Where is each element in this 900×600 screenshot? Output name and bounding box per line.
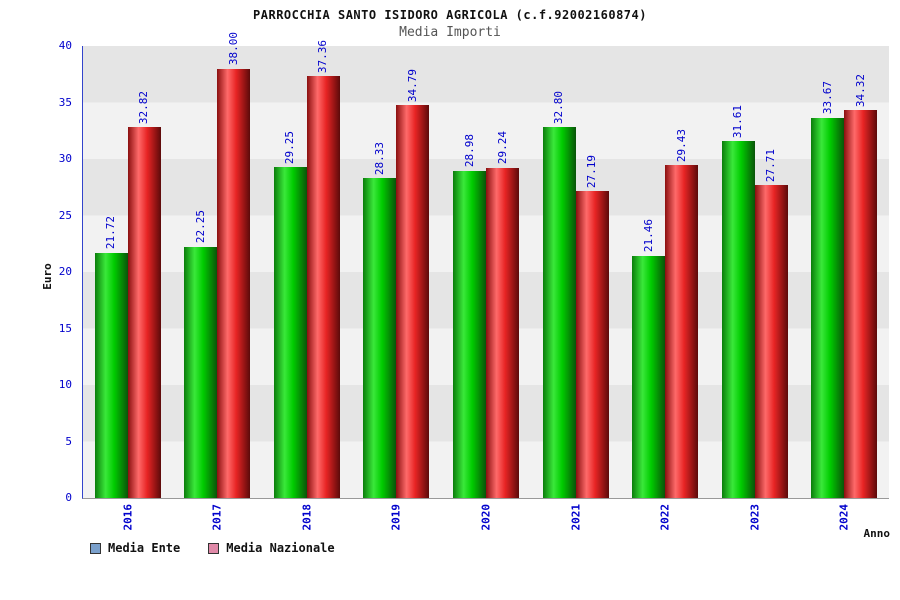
y-tick-label: 15 [58, 321, 72, 335]
bar-ente-2018: 29.25 [273, 131, 307, 498]
bar-value-label: 33.67 [820, 81, 834, 115]
bar-value-label: 37.36 [316, 39, 330, 73]
bar-group-2023: 31.61 27.71 2023 [710, 46, 800, 531]
y-tick-label: 30 [58, 152, 72, 165]
y-tick-label: 35 [58, 95, 72, 109]
legend-item: Media Nazionale [208, 541, 335, 555]
chart-subtitle: Media Importi [399, 25, 501, 40]
x-tick-2021: 2021 [569, 504, 583, 531]
bar-group-2021: 32.80 27.19 2021 [531, 46, 621, 531]
bar-group-2019: 28.33 34.79 2019 [352, 46, 442, 531]
bar-nazionale-2016: 32.82 [127, 91, 161, 498]
bar-group-2016: 21.72 32.82 2016 [83, 46, 173, 531]
bar-value-label: 29.25 [283, 131, 297, 165]
legend-swatch [90, 542, 101, 554]
bar-fill [575, 190, 609, 498]
bar-fill [273, 167, 307, 498]
bar-fill [94, 252, 128, 498]
bar-value-label: 31.61 [731, 104, 745, 138]
bar-value-label: 28.98 [462, 134, 476, 168]
x-tick-2024: 2024 [837, 504, 851, 531]
y-axis: 0 5 10 15 20 25 30 35 40 [40, 40, 78, 503]
bar-value-label: 27.19 [585, 154, 599, 188]
x-tick-2019: 2019 [389, 504, 403, 531]
legend-label: Media Nazionale [226, 541, 335, 555]
bar-fill [844, 110, 878, 498]
bar-fill [542, 127, 576, 498]
bar-group-2017: 22.25 38.00 2017 [173, 32, 263, 531]
bar-value-label: 32.80 [552, 91, 566, 125]
bar-group-2020: 28.98 29.24 2020 [441, 46, 531, 531]
x-tick-2016: 2016 [121, 504, 135, 531]
bar-ente-2022: 21.46 [632, 219, 666, 498]
x-tick-2022: 2022 [658, 504, 672, 531]
bar-nazionale-2017: 38.00 [217, 32, 251, 498]
bar-ente-2023: 31.61 [721, 105, 755, 498]
x-tick-2020: 2020 [479, 504, 493, 531]
x-axis-title: Anno [863, 527, 891, 540]
bar-fill [217, 68, 251, 498]
bar-group-2024: 33.67 34.32 2024 [800, 46, 890, 531]
x-tick-2023: 2023 [748, 504, 762, 531]
bar-nazionale-2019: 34.79 [396, 69, 430, 498]
legend: Media Ente Media Nazionale [90, 541, 335, 555]
bar-nazionale-2021: 27.19 [575, 155, 609, 498]
y-tick-label: 5 [65, 434, 72, 448]
bar-fill [306, 75, 340, 498]
plot-area: 21.72 32.82 2016 22.25 38.00 2017 29.25 37.36 20… [82, 32, 890, 531]
bar-ente-2019: 28.33 [363, 142, 397, 498]
bar-ente-2024: 33.67 [811, 81, 845, 498]
bar-value-label: 21.46 [641, 219, 655, 253]
bar-value-label: 28.33 [372, 141, 386, 175]
bar-nazionale-2024: 34.32 [844, 74, 878, 498]
legend-swatch [208, 542, 220, 554]
bar-value-label: 32.82 [137, 91, 151, 125]
bar-value-label: 27.71 [764, 148, 778, 182]
bar-value-label: 21.72 [104, 216, 118, 250]
bar-fill [453, 170, 487, 498]
bar-fill [811, 117, 845, 498]
bar-fill [184, 246, 218, 498]
y-tick-label: 20 [58, 265, 72, 278]
bar-fill [632, 255, 666, 498]
bar-fill [127, 127, 161, 498]
y-tick-label: 40 [58, 39, 72, 52]
bar-fill [721, 140, 755, 498]
y-tick-label: 0 [65, 491, 72, 504]
bar-nazionale-2023: 27.71 [754, 149, 788, 498]
bar-ente-2021: 32.80 [542, 91, 576, 498]
y-tick-label: 25 [58, 208, 72, 222]
bar-value-label: 29.24 [495, 131, 509, 165]
bar-ente-2016: 21.72 [94, 216, 128, 498]
bar-value-label: 22.25 [193, 210, 207, 244]
bar-fill [486, 167, 520, 498]
bar-value-label: 34.32 [853, 74, 867, 108]
chart-title: PARROCCHIA SANTO ISIDORO AGRICOLA (c.f.9… [253, 8, 647, 22]
bar-fill [754, 184, 788, 498]
x-tick-2018: 2018 [300, 504, 314, 531]
bar-fill [396, 104, 430, 498]
x-tick-2017: 2017 [210, 504, 224, 531]
bar-group-2022: 21.46 29.43 2022 [620, 46, 710, 531]
bar-ente-2017: 22.25 [184, 210, 218, 498]
legend-item: Media Ente [90, 541, 180, 555]
legend-label: Media Ente [108, 541, 181, 555]
bar-fill [363, 177, 397, 498]
bar-value-label: 34.79 [405, 68, 419, 102]
bar-nazionale-2018: 37.36 [306, 40, 340, 498]
y-tick-label: 10 [58, 378, 72, 391]
bar-value-label: 38.00 [226, 32, 240, 66]
bar-ente-2020: 28.98 [453, 134, 487, 498]
bar-value-label: 29.43 [674, 129, 688, 163]
bar-fill [665, 165, 699, 498]
bar-nazionale-2020: 29.24 [486, 131, 520, 498]
bar-group-2018: 29.25 37.36 2018 [262, 40, 352, 531]
bar-nazionale-2022: 29.43 [665, 129, 699, 498]
